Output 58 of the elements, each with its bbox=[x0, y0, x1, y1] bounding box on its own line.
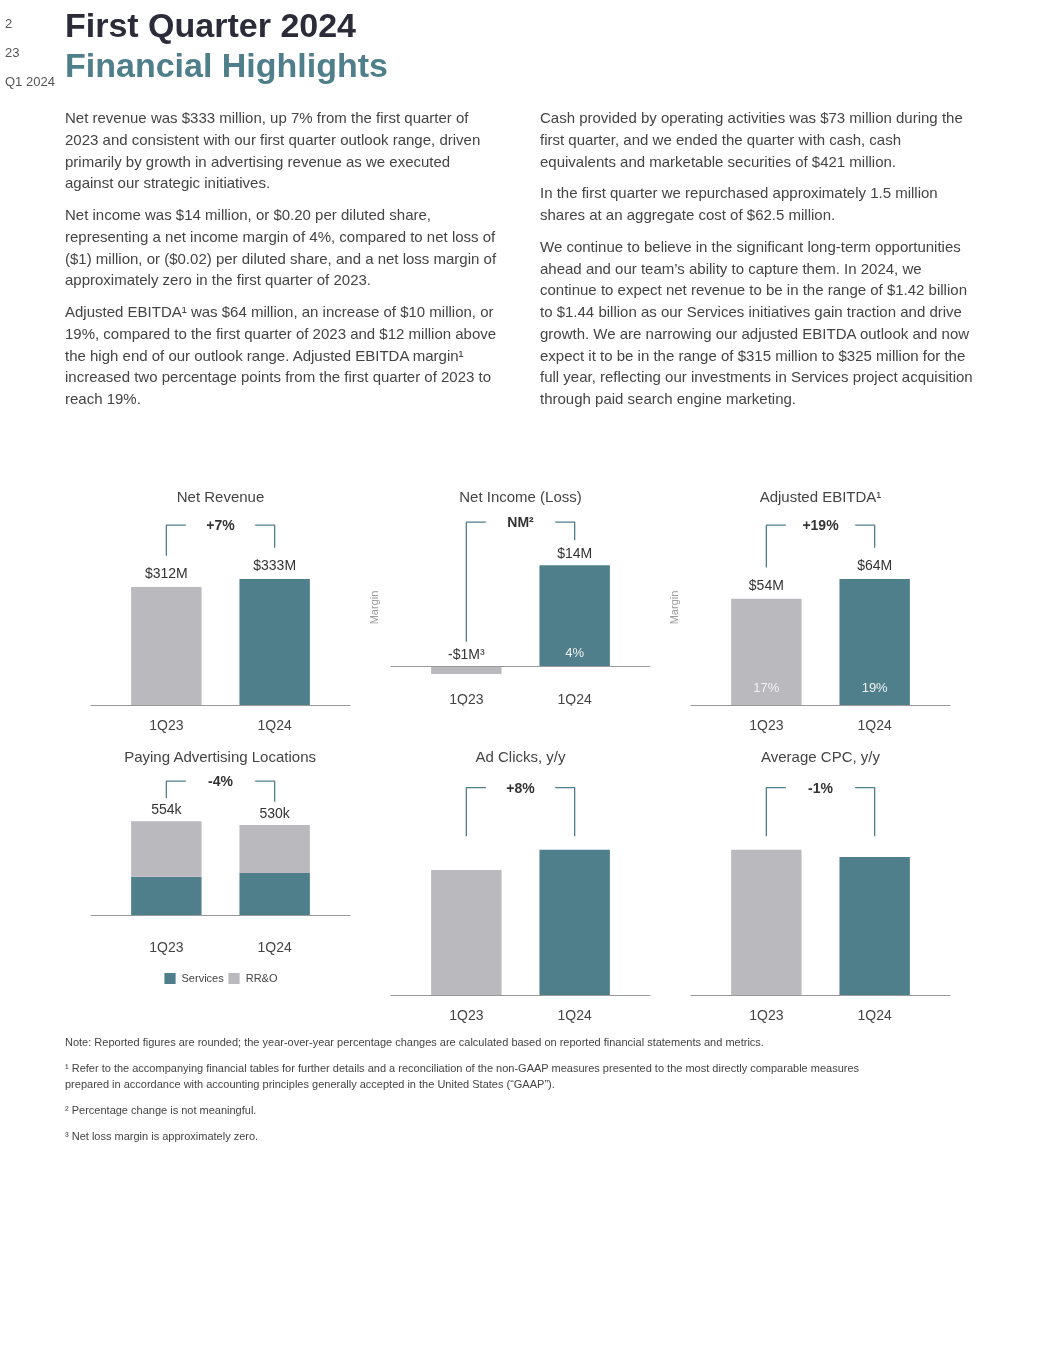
text: ² Percentage change is not meaningful. bbox=[65, 1102, 258, 1118]
text: -4% bbox=[208, 773, 234, 790]
text: -1% bbox=[808, 779, 834, 796]
chart-title: Adjusted EBITDA¹ bbox=[759, 487, 882, 505]
bar bbox=[239, 825, 310, 873]
annotation: 4% bbox=[565, 645, 585, 661]
text: 2 bbox=[5, 15, 14, 33]
x-tick-label: 1Q23 bbox=[449, 1006, 484, 1023]
data-label: $312M bbox=[144, 565, 188, 582]
text: NM² bbox=[507, 514, 535, 531]
text: Cash provided by operating activities was $73 million during the first quarter, and we ended the quarter with cash, cash equivalents and marketable securities of $421 million. bbox=[540, 108, 964, 172]
text: +19% bbox=[802, 517, 840, 534]
text: +8% bbox=[506, 779, 536, 796]
bar bbox=[131, 876, 202, 916]
annotation: 19% bbox=[861, 680, 889, 696]
text: Q1 2024 bbox=[5, 72, 55, 91]
x-tick-label: 1Q23 bbox=[149, 716, 184, 733]
x-tick-label: 1Q23 bbox=[449, 690, 484, 707]
legend-label: Services bbox=[181, 972, 224, 984]
bar bbox=[239, 872, 310, 916]
data-label: -$1M³ bbox=[448, 646, 485, 663]
text: First Quarter 2024 bbox=[65, 5, 358, 45]
x-tick-label: 1Q24 bbox=[257, 716, 292, 733]
y-axis-title: Margin bbox=[367, 590, 380, 625]
x-tick-label: 1Q24 bbox=[557, 690, 592, 707]
text: 23 bbox=[5, 43, 21, 62]
chart-title: Net Income (Loss) bbox=[459, 487, 582, 505]
text: Net revenue was $333 million, up 7% from the first quarter of 2023 and consistent with our first quarter outlook range, driven primarily by growth in advertising revenue as we executed against our strategic initiatives. bbox=[65, 108, 482, 194]
text: +7% bbox=[206, 517, 236, 534]
text: We continue to believe in the significant long-term opportunities ahead and our team’s ability to capture them. In 2024, we continue to expect net revenue to be in the range of $1.42 billion to $1.44 billion as our Services initiatives gain traction and drive growth. We are narrowing our adjusted EBITDA outlook and now expect it to be in the range of $315 million to $325 million for the full year, reflecting our investments in Services project acquisition through paid search engine marketing. bbox=[540, 236, 974, 409]
chart-title: Paying Advertising Locations bbox=[124, 747, 316, 765]
text: ³ Net loss margin is approximately zero. bbox=[65, 1128, 260, 1144]
text: ¹ Refer to the accompanying financial tables for further details and a reconciliation of the non-GAAP measures presented to the most directly comparable measures prepared in accordance with accounting principles generally accepted in the United States (“GAAP”). bbox=[65, 1060, 861, 1092]
x-tick-label: 1Q23 bbox=[749, 1006, 784, 1023]
text: Net income was $14 million, or $0.20 per diluted share, representing a net income margin of 4%, compared to net loss of ($1) million, or ($0.02) per diluted share, and a net loss margin of approximately zero in the first quarter of 2023. bbox=[65, 205, 498, 291]
data-label: $333M bbox=[253, 557, 297, 574]
data-label: $14M bbox=[557, 544, 593, 561]
text: In the first quarter we repurchased approximately 1.5 million shares at an aggregate cost of $62.5 million. bbox=[540, 183, 939, 225]
x-tick-label: 1Q24 bbox=[557, 1006, 592, 1023]
chart-title: Net Revenue bbox=[176, 487, 265, 505]
x-tick-label: 1Q24 bbox=[857, 716, 892, 733]
x-tick-label: 1Q23 bbox=[149, 939, 184, 956]
annotation: 554k bbox=[151, 800, 183, 817]
y-axis-title: Margin bbox=[667, 590, 680, 625]
chart-title: Ad Clicks, y/y bbox=[475, 747, 567, 765]
text: Financial Highlights bbox=[65, 45, 390, 85]
chart-title: Average CPC, y/y bbox=[761, 747, 881, 765]
bar bbox=[131, 821, 202, 877]
x-tick-label: 1Q24 bbox=[257, 939, 292, 956]
x-tick-label: 1Q23 bbox=[749, 716, 784, 733]
x-tick-label: 1Q24 bbox=[857, 1006, 892, 1023]
text: Adjusted EBITDA¹ was $64 million, an increase of $10 million, or 19%, compared to the first quarter of 2023 and $12 million above the high end of our outlook range. Adjusted EBITDA margin¹ increased two percentage points from the first quarter of 2023 to reach 19%. bbox=[65, 302, 498, 409]
data-label: $64M bbox=[857, 557, 893, 574]
legend-label: RR&O bbox=[245, 972, 278, 984]
annotation: 17% bbox=[753, 680, 780, 696]
annotation: 530k bbox=[259, 804, 291, 821]
text: Note: Reported figures are rounded; the year-over-year percentage changes are calculated based on reported financial statements and metrics. bbox=[65, 1035, 765, 1050]
data-label: $54M bbox=[748, 576, 784, 593]
